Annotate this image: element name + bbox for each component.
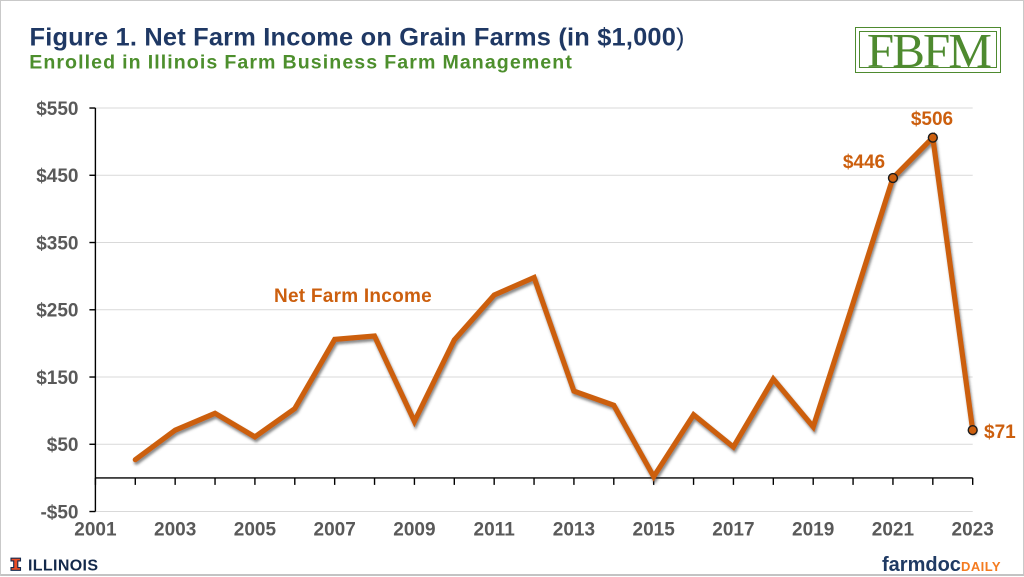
svg-text:Net Farm Income: Net Farm Income [274, 286, 432, 307]
svg-text:ILLINOIS: ILLINOIS [28, 557, 98, 574]
svg-text:2013: 2013 [553, 520, 595, 541]
svg-text:Figure 1. Net Farm Income on G: Figure 1. Net Farm Income on Grain Farms… [30, 24, 685, 52]
svg-text:Enrolled in Illinois Farm Busi: Enrolled in Illinois Farm Business Farm … [29, 51, 573, 73]
svg-text:$50: $50 [47, 435, 79, 456]
svg-text:$350: $350 [36, 233, 78, 254]
svg-text:2011: 2011 [474, 520, 516, 541]
svg-text:farmdoc: farmdoc [882, 554, 961, 576]
svg-text:$71: $71 [984, 422, 1016, 443]
svg-text:-$50: -$50 [40, 502, 78, 523]
svg-text:$506: $506 [911, 109, 953, 130]
svg-text:2005: 2005 [234, 520, 277, 541]
svg-text:2023: 2023 [952, 520, 994, 541]
svg-text:$550: $550 [36, 99, 78, 120]
svg-text:2021: 2021 [872, 520, 915, 541]
svg-text:$446: $446 [843, 152, 885, 173]
svg-text:$150: $150 [36, 368, 78, 389]
svg-text:2015: 2015 [633, 520, 676, 541]
svg-text:$250: $250 [36, 301, 78, 322]
svg-text:$450: $450 [36, 166, 78, 187]
svg-text:2007: 2007 [314, 520, 356, 541]
svg-text:2003: 2003 [154, 520, 196, 541]
svg-text:2001: 2001 [74, 520, 117, 541]
svg-text:2017: 2017 [712, 520, 754, 541]
svg-text:2009: 2009 [393, 520, 435, 541]
svg-text:2019: 2019 [792, 520, 834, 541]
svg-text:DAILY: DAILY [961, 559, 1001, 574]
